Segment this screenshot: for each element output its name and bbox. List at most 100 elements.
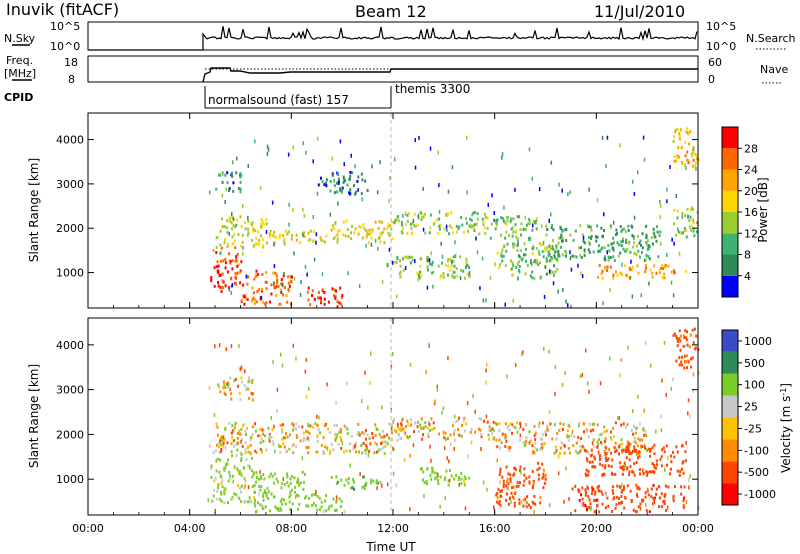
velocity-cell: [393, 418, 396, 422]
power-cell: [337, 179, 340, 183]
velocity-cell: [228, 382, 230, 387]
power-cell: [348, 177, 351, 181]
velocity-cell: [419, 467, 422, 471]
velocity-cell: [665, 508, 668, 512]
velocity-cell: [260, 437, 263, 441]
power-cell: [333, 227, 336, 231]
power-scatter-cells: [208, 127, 700, 309]
power-cell: [603, 212, 605, 217]
power-cell: [605, 164, 607, 168]
velocity-cell: [253, 483, 256, 487]
power-cell: [221, 286, 224, 289]
power-cell: [442, 272, 445, 276]
velocity-cell: [528, 503, 530, 507]
power-cell: [676, 128, 679, 131]
velocity-cell: [239, 451, 242, 455]
power-cell: [511, 234, 514, 238]
power-cell: [252, 229, 255, 233]
power-cell: [550, 257, 552, 262]
power-cell: [414, 259, 416, 264]
velocity-cell: [395, 430, 398, 434]
cpid-segment-2: themis 3300: [395, 82, 470, 96]
power-cell: [364, 179, 367, 183]
velocity-cell: [326, 382, 328, 387]
power-cell: [221, 193, 224, 198]
velocity-cell: [506, 374, 508, 379]
power-cell: [466, 190, 468, 195]
power-cell: [676, 216, 679, 220]
power-cell: [534, 221, 537, 225]
power-cell: [435, 218, 438, 222]
velocity-cell: [650, 487, 653, 491]
power-cell: [274, 271, 277, 275]
power-cell: [556, 250, 559, 254]
velocity-cell: [289, 482, 292, 486]
power-cell: [632, 179, 634, 184]
power-cell: [245, 274, 248, 279]
power-cell: [283, 272, 285, 276]
velocity-cell: [320, 500, 323, 504]
velocity-cell: [508, 445, 511, 449]
power-cell: [232, 216, 234, 221]
power-cell: [395, 294, 398, 299]
power-cell: [676, 155, 679, 159]
power-cell: [215, 187, 218, 191]
velocity-cell: [620, 423, 623, 427]
power-cell: [325, 234, 328, 238]
power-cell: [239, 175, 242, 179]
power-cell: [338, 228, 341, 232]
power-cell: [558, 182, 560, 187]
velocity-cell: [385, 440, 388, 444]
power-cell: [446, 212, 449, 216]
power-cell: [453, 271, 456, 274]
velocity-cell: [568, 451, 571, 455]
velocity-cell: [237, 441, 240, 445]
power-cell: [567, 303, 569, 308]
power-cell: [580, 255, 583, 259]
power-cell: [531, 176, 534, 181]
power-cell: [422, 227, 425, 232]
power-cell: [469, 223, 472, 227]
velocity-cell: [688, 478, 690, 483]
velocity-cell: [276, 507, 278, 510]
velocity-cell: [619, 373, 621, 378]
power-cell: [309, 238, 312, 242]
power-cell: [526, 263, 529, 267]
velocity-cell: [357, 422, 360, 426]
colorbar-tick-label: 4: [744, 270, 751, 283]
power-cell: [452, 255, 455, 259]
power-cell: [536, 258, 539, 262]
velocity-cell: [223, 466, 226, 470]
power-cell: [673, 208, 676, 212]
power-cell: [378, 235, 381, 239]
power-cell: [685, 269, 688, 273]
power-cell: [510, 227, 513, 231]
power-cell: [580, 246, 582, 250]
power-cell: [311, 293, 313, 297]
power-cell: [565, 239, 568, 242]
power-cell: [226, 270, 229, 274]
power-cell: [693, 151, 695, 155]
power-cell: [479, 286, 481, 291]
power-cell: [501, 155, 503, 160]
power-cell: [500, 233, 502, 237]
power-cell: [656, 230, 659, 234]
velocity-cell: [386, 482, 389, 487]
velocity-cell: [522, 504, 525, 508]
velocity-cell: [689, 365, 692, 369]
velocity-cell: [361, 399, 363, 404]
velocity-cell: [238, 497, 241, 501]
power-cell: [535, 246, 538, 250]
power-cell: [567, 192, 569, 197]
velocity-cell: [320, 443, 323, 447]
velocity-cell: [346, 381, 348, 386]
velocity-cell: [581, 373, 584, 377]
velocity-cell: [219, 439, 221, 443]
velocity-cell: [485, 380, 487, 385]
power-cell: [630, 224, 633, 228]
power-cell: [234, 272, 237, 276]
power-cell: [505, 249, 508, 253]
velocity-cell: [416, 420, 419, 424]
velocity-cell: [669, 467, 672, 471]
velocity-cell: [307, 504, 310, 508]
